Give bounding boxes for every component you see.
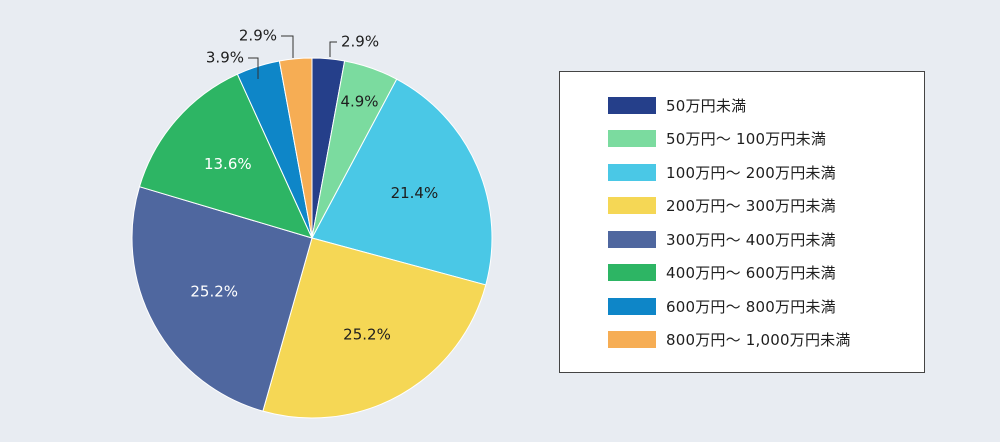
slice-label: 4.9% (340, 93, 378, 111)
legend-item: 200万円～ 300万円未満 (608, 196, 836, 216)
legend-swatch (608, 130, 656, 147)
leader-line (329, 41, 337, 57)
slice-label: 3.9% (206, 49, 244, 67)
legend: 50万円未満 50万円～ 100万円未満 100万円～ 200万円未満 200万円～ … (559, 71, 925, 373)
legend-swatch (608, 163, 656, 181)
pie-slice (138, 73, 313, 239)
pie-slice (311, 78, 493, 286)
legend-swatch (608, 264, 656, 281)
pie-slice (278, 57, 313, 239)
legend-swatch (608, 331, 656, 348)
legend-item: 400万円～ 600万円未満 (608, 263, 836, 283)
slice-label: 2.9% (239, 27, 277, 45)
legend-item: 50万円未満 (608, 95, 746, 115)
leader-line (248, 57, 259, 79)
legend-item: 600万円～ 800万円未満 (608, 296, 836, 316)
legend-swatch (608, 96, 656, 114)
legend-label: 300万円～ 400万円未満 (666, 230, 836, 249)
legend-swatch (608, 297, 656, 315)
legend-label: 400万円～ 600万円未満 (666, 264, 836, 282)
leader-line (281, 35, 294, 58)
legend-label: 100万円～ 200万円未満 (666, 163, 836, 182)
slice-label: 21.4% (391, 184, 439, 202)
slice-label: 25.2% (190, 282, 238, 300)
slice-label: 13.6% (204, 155, 252, 173)
legend-label: 600万円～ 800万円未満 (666, 297, 836, 316)
legend-label: 50万円未満 (666, 96, 747, 115)
legend-item: 100万円～ 200万円未満 (608, 162, 836, 182)
legend-label: 800万円～ 1,000万円未満 (666, 331, 851, 349)
legend-label: 50万円～ 100万円未満 (666, 130, 827, 148)
legend-swatch (608, 197, 656, 214)
legend-label: 200万円～ 300万円未満 (666, 197, 836, 215)
legend-item: 300万円～ 400万円未満 (608, 229, 836, 249)
legend-item: 50万円～ 100万円未満 (608, 129, 826, 149)
slice-label: 25.2% (343, 326, 391, 344)
legend-item: 800万円～ 1,000万円未満 (608, 330, 851, 350)
pie-slice (131, 186, 313, 412)
pie-slice (262, 237, 487, 419)
legend-swatch (608, 230, 656, 248)
pie-chart: 2.9% 4.9% 21.4% 25.2% 25.2% 13.6% 3.9% 2.9% (131, 27, 493, 419)
pie-svg: 2.9% 4.9% 21.4% 25.2% 25.2% 13.6% 3.9% 2.9% (131, 27, 493, 419)
slice-label: 2.9% (341, 33, 379, 51)
